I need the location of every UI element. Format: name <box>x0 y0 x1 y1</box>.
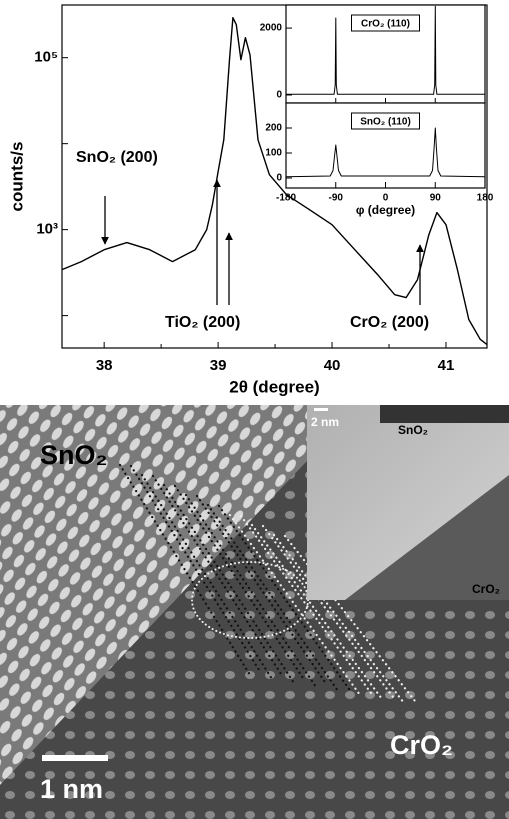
y-axis-label: counts/s <box>7 142 26 212</box>
peak-annotation: CrO₂ (200) <box>350 314 429 331</box>
x-tick-label: 39 <box>210 357 227 374</box>
y-tick-label: 0 <box>276 90 282 101</box>
y-tick-label: 200 <box>265 123 282 134</box>
peak-annotation: SnO₂ (200) <box>76 149 158 166</box>
region-label: CrO₂ <box>390 730 453 760</box>
page: 10³ 10⁵ 38 39 40 41 2θ (degree) counts/s SnO₂ (2… <box>0 0 509 819</box>
region-label: SnO₂ <box>40 440 108 470</box>
x-tick-label: 90 <box>430 193 442 204</box>
x-tick-label: 41 <box>438 357 455 374</box>
scale-bar <box>42 755 108 761</box>
x-tick-label: 180 <box>477 193 494 204</box>
y-tick-label: 100 <box>265 148 282 159</box>
x-tick-label: -90 <box>329 193 344 204</box>
inset-scale-label: 2 nm <box>311 415 339 429</box>
y-tick-label: 10³ <box>36 221 58 238</box>
panel-label: SnO₂ (110) <box>360 117 411 128</box>
inset-label: SnO₂ <box>398 423 428 437</box>
y-tick-label: 0 <box>276 173 282 184</box>
scale-label: 1 nm <box>40 774 103 804</box>
peak-annotation: TiO₂ (200) <box>165 314 240 331</box>
xrd-figure: 10³ 10⁵ 38 39 40 41 2θ (degree) counts/s SnO₂ (2… <box>0 0 509 405</box>
x-tick-label: 0 <box>383 193 389 204</box>
inset-scale-bar <box>314 408 328 411</box>
inset-label: CrO₂ <box>472 582 500 596</box>
x-tick-label: -180 <box>276 193 296 204</box>
panel-label: CrO₂ (110) <box>361 19 410 30</box>
x-axis-label: 2θ (degree) <box>229 377 319 396</box>
x-tick-label: 38 <box>96 357 113 374</box>
inset-surface <box>380 405 509 423</box>
tem-image: 2 nm SnO₂ CrO₂ SnO₂ CrO₂ 1 nm <box>0 405 509 819</box>
x-tick-label: 40 <box>324 357 341 374</box>
x-axis-label: φ (degree) <box>356 203 415 217</box>
y-tick-label: 2000 <box>260 23 283 34</box>
y-tick-label: 10⁵ <box>34 49 58 66</box>
